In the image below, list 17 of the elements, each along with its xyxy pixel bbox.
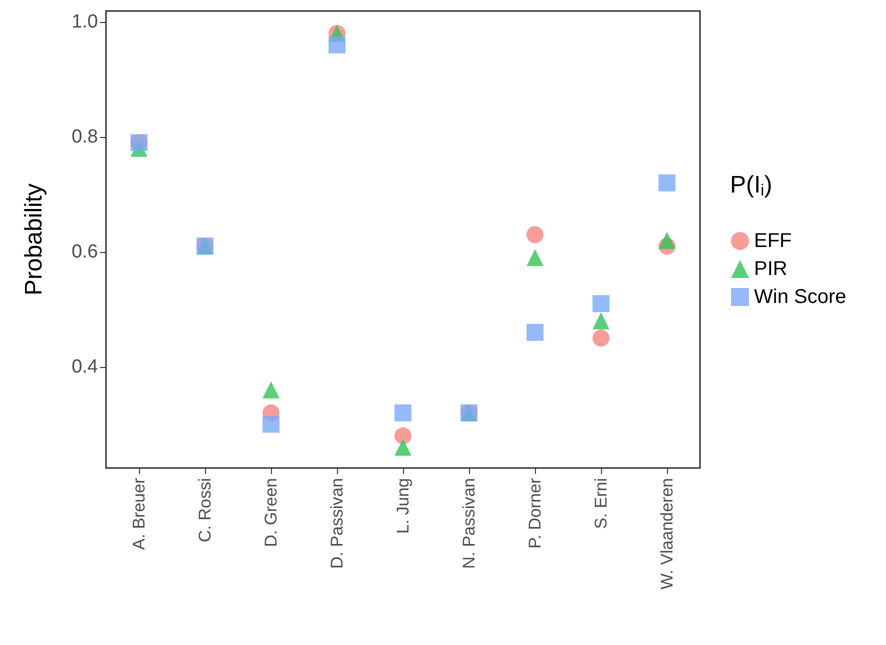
- x-tick-label: S. Erni: [592, 478, 610, 530]
- x-tick-label: A. Breuer: [130, 478, 148, 550]
- y-tick-label: 0.6: [72, 241, 98, 262]
- x-tick-label: D. Passivan: [328, 478, 346, 569]
- x-tick-label: N. Passivan: [460, 478, 478, 569]
- y-tick-label: 0.4: [72, 356, 98, 378]
- x-tick-label: W. Vlaanderen: [658, 478, 676, 590]
- legend-label: EFF: [754, 230, 792, 252]
- y-tick-label: 0.8: [72, 126, 98, 148]
- x-tick-label: D. Green: [262, 478, 280, 547]
- y-tick-label: 1.0: [72, 11, 98, 32]
- x-tick-label: L. Jung: [394, 478, 412, 534]
- y-axis-title: Probability: [20, 183, 48, 296]
- legend-label: PIR: [754, 258, 788, 280]
- x-tick-label: C. Rossi: [196, 478, 214, 542]
- x-tick-label: P. Dorner: [526, 478, 544, 549]
- legend-label: Win Score: [754, 286, 846, 308]
